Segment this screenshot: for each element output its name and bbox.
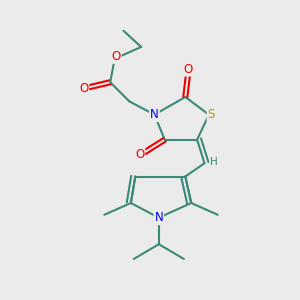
Text: O: O: [135, 148, 144, 161]
Text: O: O: [79, 82, 88, 95]
Text: N: N: [154, 211, 163, 224]
Text: H: H: [210, 157, 218, 167]
Text: S: S: [208, 108, 215, 121]
Text: O: O: [112, 50, 121, 63]
Text: O: O: [184, 62, 193, 76]
Text: N: N: [150, 108, 159, 121]
